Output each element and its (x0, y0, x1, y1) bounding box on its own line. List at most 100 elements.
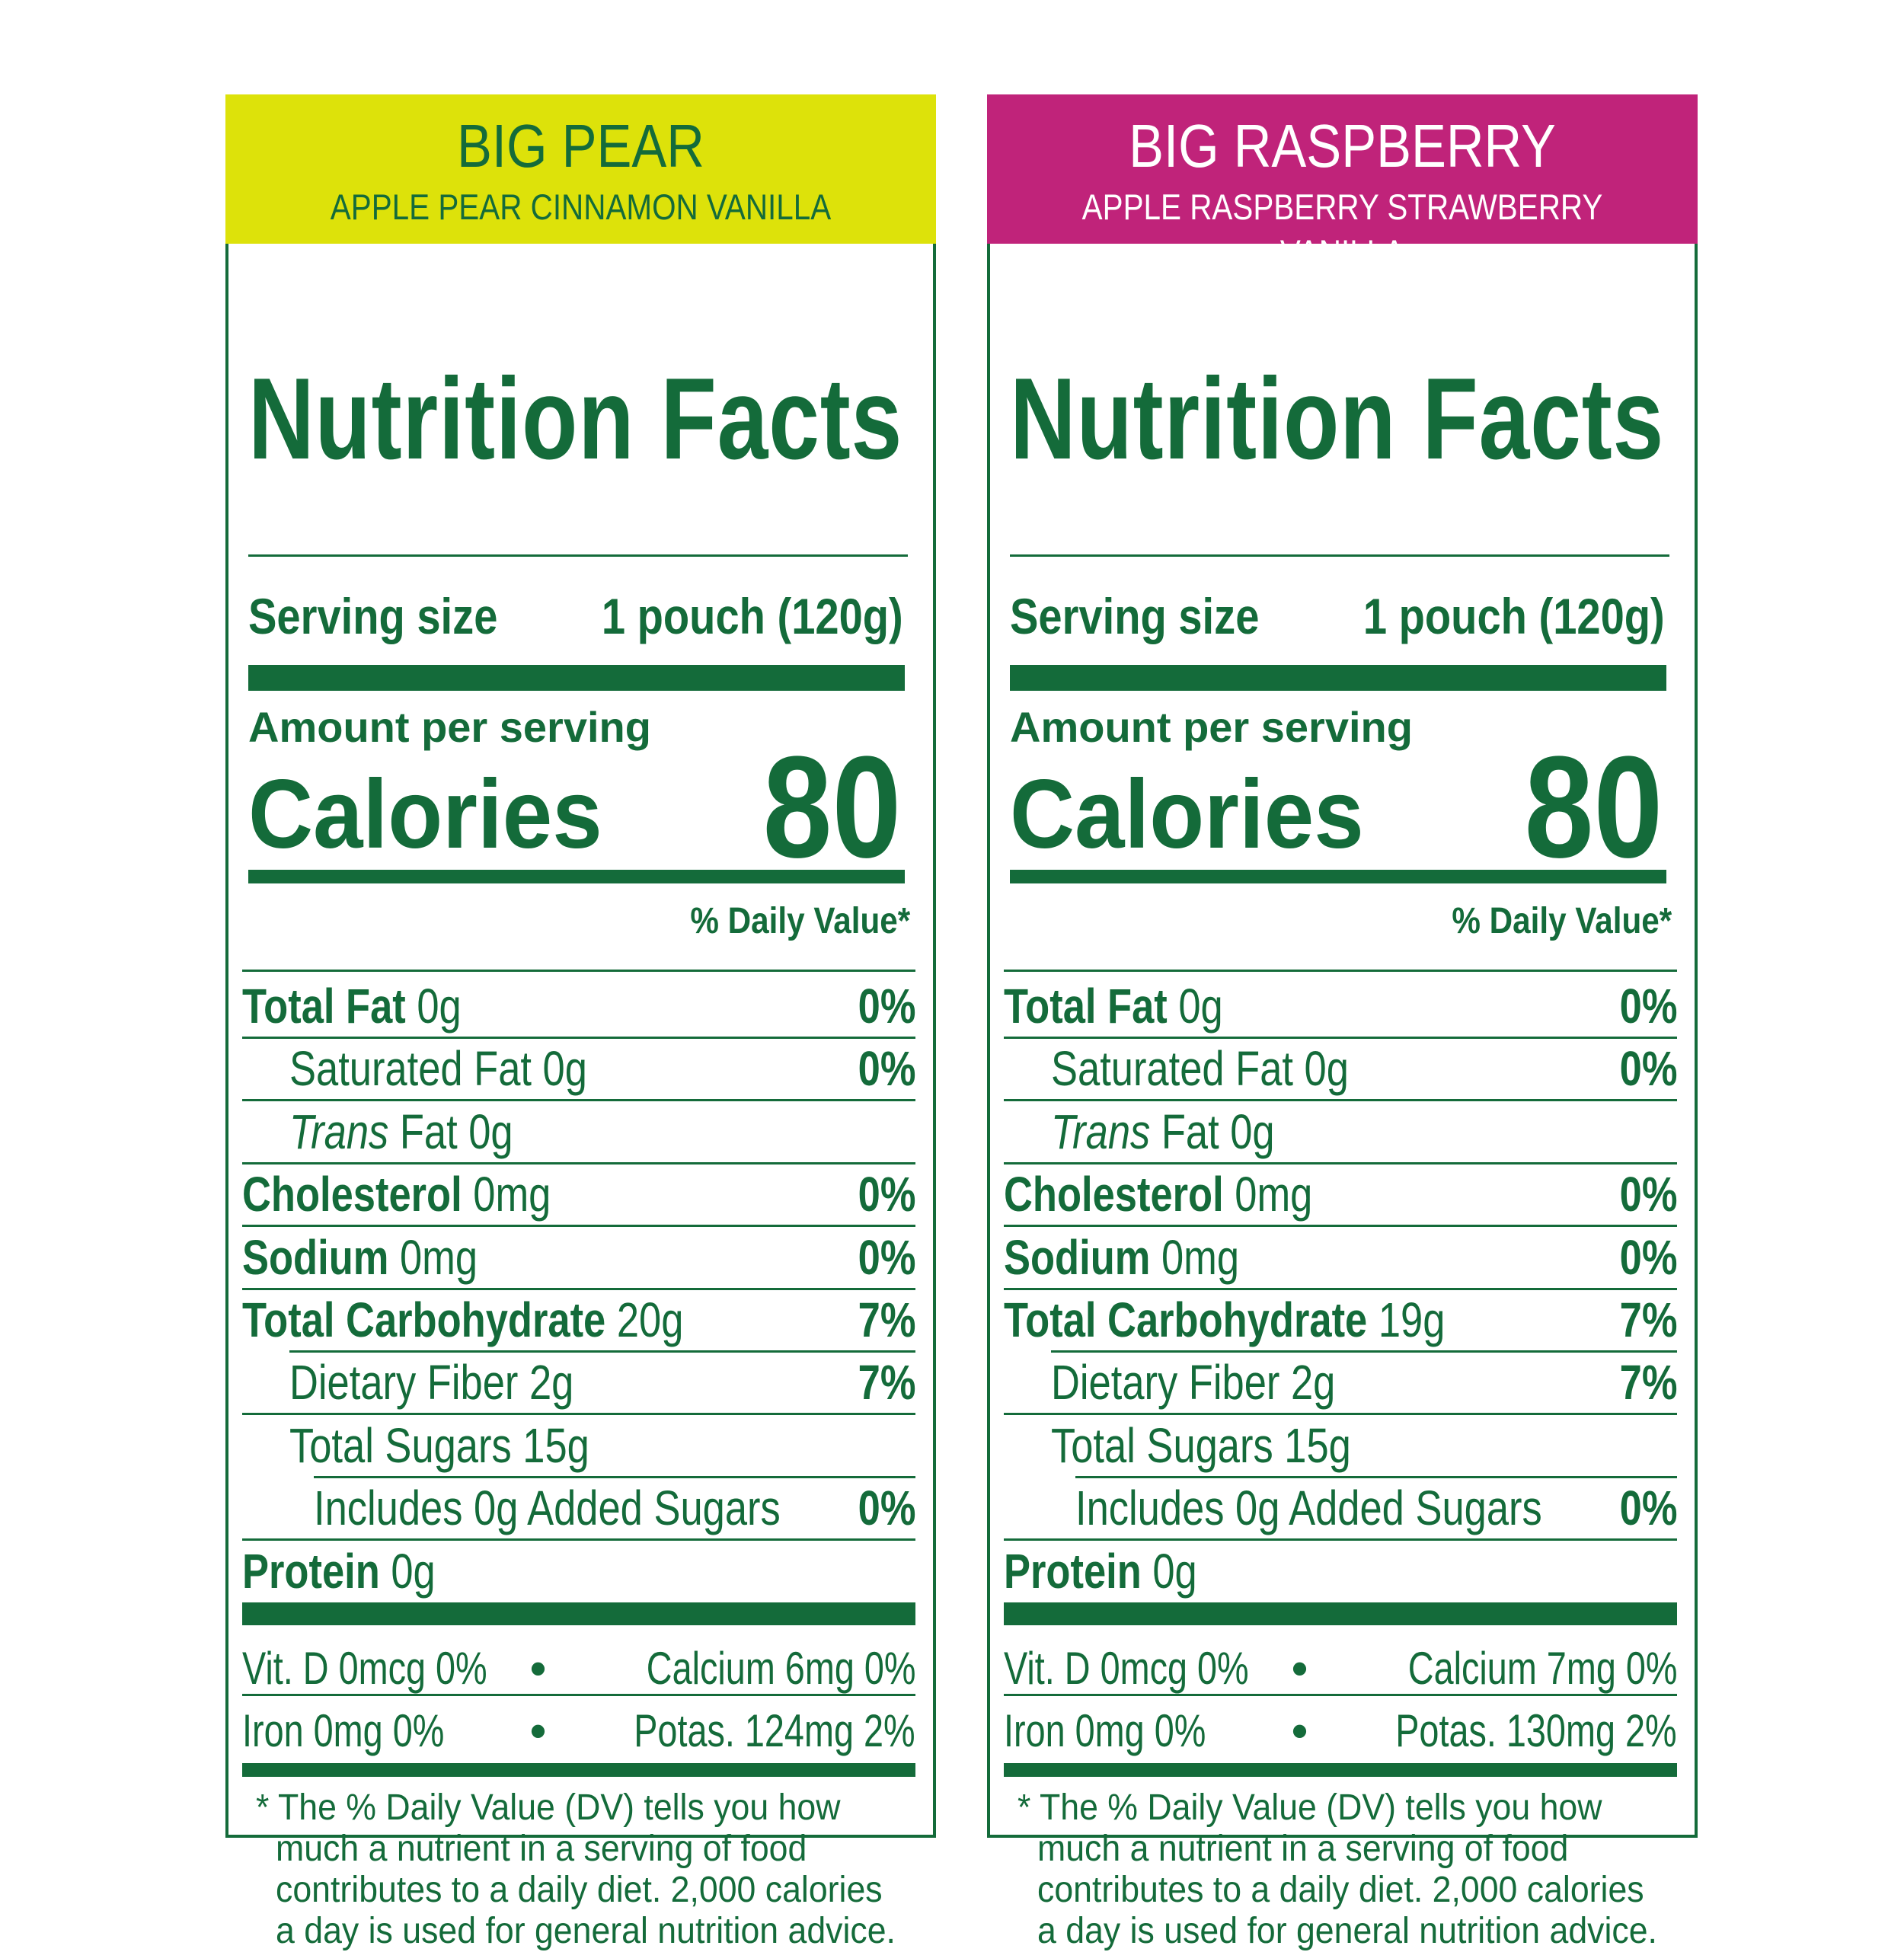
nutrient-name: Total Fat 0g (1004, 975, 1223, 1037)
nutrient-daily-value: 0% (1619, 1229, 1677, 1285)
nutrient-daily-value: 7% (1619, 1292, 1677, 1347)
vitamin-d: Vit. D 0mcg 0% (242, 1643, 487, 1694)
nutrient-name: Total Carbohydrate 19g (1004, 1289, 1445, 1351)
row-divider (242, 1099, 915, 1102)
footnote-line: * The % Daily Value (DV) tells you how (1017, 1787, 1602, 1828)
row-divider (242, 1225, 915, 1228)
nutrient-row: Includes 0g Added Sugars 0% (242, 1477, 915, 1541)
nutrient-name: Sodium 0mg (1004, 1226, 1239, 1289)
row-divider (289, 1350, 915, 1353)
nutrient-row: Total Sugars 15g (1004, 1414, 1677, 1478)
divider (1010, 554, 1669, 557)
nutrient-row: Sodium 0mg 0% (242, 1226, 915, 1290)
daily-value-header: % Daily Value* (690, 901, 910, 941)
nutrient-name: Total Fat 0g (242, 975, 462, 1037)
nutrient-bold-label: Cholesterol (242, 1167, 462, 1222)
calories-value: 80 (1524, 727, 1663, 888)
iron: Iron 0mg 0% (1004, 1705, 1206, 1756)
thick-divider (1004, 1602, 1677, 1625)
nutrient-daily-value: 0% (1619, 1167, 1677, 1222)
serving-size-value: 1 pouch (120g) (602, 588, 903, 644)
nutrient-row: Total Fat 0g 0% (242, 975, 915, 1039)
nutrient-bold-label: Total Carbohydrate (1004, 1292, 1368, 1347)
nutrient-row: Trans Fat 0g (242, 1101, 915, 1164)
nutrient-daily-value: 0% (858, 979, 915, 1034)
nutrient-bold-label: Sodium (242, 1229, 389, 1285)
medium-divider (248, 870, 905, 883)
nutrient-name: Saturated Fat 0g (289, 1037, 587, 1100)
nutrient-amount: Saturated Fat 0g (289, 1041, 587, 1097)
nutrient-name: Trans Fat 0g (1051, 1101, 1275, 1163)
nutrition-facts-title: Nutrition Facts (248, 354, 903, 484)
flavor-name: BIG PEAR (457, 112, 704, 180)
nutrient-daily-value: 7% (1619, 1355, 1677, 1410)
nutrient-amount: Includes 0g Added Sugars (1075, 1481, 1542, 1536)
bullet: • (1292, 1705, 1308, 1756)
nutrient-row: Total Sugars 15g (242, 1414, 915, 1478)
nutrient-name: Cholesterol 0mg (1004, 1163, 1312, 1225)
nutrient-amount: Includes 0g Added Sugars (314, 1481, 781, 1536)
nutrient-name: Total Sugars 15g (289, 1414, 589, 1477)
potassium: Potas. 124mg 2% (634, 1705, 915, 1756)
nutrient-amount: 20g (605, 1292, 684, 1347)
row-divider (1004, 1225, 1677, 1228)
amount-per-serving: Amount per serving (1010, 703, 1413, 751)
bullet: • (530, 1705, 547, 1756)
medium-divider (1004, 1763, 1677, 1777)
nutrient-amount: 0g (1167, 979, 1223, 1034)
bullet: • (1292, 1643, 1308, 1694)
flavor-ingredients: APPLE PEAR CINNAMON VANILLA (330, 187, 832, 227)
nutrient-row: Trans Fat 0g (1004, 1101, 1677, 1164)
calories-label: Calories (248, 760, 602, 869)
row-divider (1004, 1099, 1677, 1102)
nutrient-row: Saturated Fat 0g 0% (1004, 1037, 1677, 1102)
nutrient-amount: 19g (1367, 1292, 1446, 1347)
nutrient-row: Protein 0g (1004, 1540, 1677, 1602)
thick-divider (248, 665, 905, 691)
nutrient-bold-label: Total Carbohydrate (242, 1292, 606, 1347)
nutrient-daily-value: 0% (858, 1229, 915, 1285)
serving-size-label: Serving size (1010, 588, 1260, 644)
nutrient-amount: Total Sugars 15g (289, 1417, 589, 1473)
nutrient-daily-value: 7% (858, 1355, 915, 1410)
footnote-line: much a nutrient in a serving of food (1037, 1829, 1569, 1869)
row-divider (1075, 1475, 1677, 1478)
nutrient-row: Includes 0g Added Sugars 0% (1004, 1477, 1677, 1541)
nutrient-amount: Fat 0g (388, 1104, 513, 1159)
mineral-row: Iron 0mg 0% • Potas. 130mg 2% (1004, 1700, 1677, 1762)
nutrient-row: Saturated Fat 0g 0% (242, 1037, 915, 1102)
nutrient-amount: 0g (405, 979, 462, 1034)
footnote: * The % Daily Value (DV) tells you how m… (256, 1787, 926, 1952)
nutrient-italic-label: Trans (289, 1104, 389, 1159)
nutrient-daily-value: 0% (1619, 1481, 1677, 1536)
row-divider (1004, 1037, 1677, 1039)
calories-label: Calories (1010, 760, 1364, 869)
nutrient-name: Saturated Fat 0g (1051, 1037, 1349, 1100)
row-divider (1051, 1350, 1677, 1353)
nutrient-daily-value: 0% (1619, 1041, 1677, 1097)
nutrient-bold-label: Sodium (1004, 1229, 1151, 1285)
row-divider (1004, 1287, 1677, 1290)
nutrient-amount: Dietary Fiber 2g (289, 1355, 574, 1410)
vitamin-row: Vit. D 0mcg 0% • Calcium 6mg 0% (242, 1637, 915, 1700)
calories-value: 80 (762, 727, 901, 888)
footnote-line: a day is used for general nutrition advi… (276, 1911, 896, 1951)
row-divider (1004, 1413, 1677, 1416)
row-divider (242, 1413, 915, 1416)
thick-divider (1010, 665, 1666, 691)
nutrient-italic-label: Trans (1051, 1104, 1151, 1159)
nutrition-facts-panel: Nutrition Facts Serving size 1 pouch (12… (987, 244, 1698, 1951)
nutrient-amount: Total Sugars 15g (1051, 1417, 1351, 1473)
nutrient-row: Dietary Fiber 2g 7% (242, 1351, 915, 1416)
footnote-line: a day is used for general nutrition advi… (1037, 1911, 1657, 1951)
nutrient-amount: Dietary Fiber 2g (1051, 1355, 1336, 1410)
nutrient-row: Protein 0g (242, 1540, 915, 1602)
footnote-line: * The % Daily Value (DV) tells you how (256, 1787, 841, 1828)
divider (1004, 1694, 1677, 1696)
footnote: * The % Daily Value (DV) tells you how m… (1017, 1787, 1688, 1952)
nutrient-amount: 0mg (1150, 1229, 1240, 1285)
nutrition-facts-panel: Nutrition Facts Serving size 1 pouch (12… (225, 244, 936, 1951)
row-divider (242, 1161, 915, 1164)
nutrient-daily-value: 7% (858, 1292, 915, 1347)
nutrient-bold-label: Total Fat (242, 979, 406, 1034)
